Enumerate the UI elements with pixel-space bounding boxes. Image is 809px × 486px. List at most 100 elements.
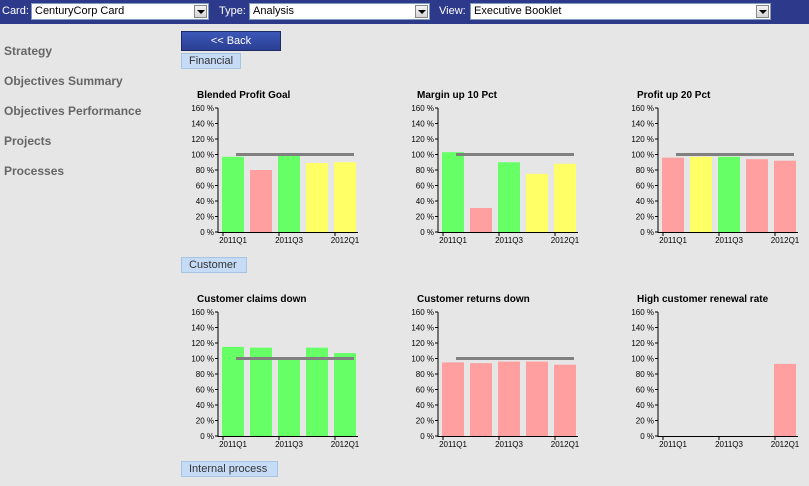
y-tick-label: 140 % bbox=[191, 120, 214, 129]
nav-item-objectives-summary[interactable]: Objectives Summary bbox=[4, 74, 123, 88]
bar bbox=[250, 347, 272, 436]
x-tick-label: 2011Q3 bbox=[495, 236, 523, 245]
y-tick-label: 100 % bbox=[631, 355, 654, 364]
y-tick-label: 0 % bbox=[640, 432, 654, 441]
bar bbox=[774, 160, 796, 232]
x-tick-label: 2011Q3 bbox=[715, 440, 743, 449]
nav-item-processes[interactable]: Processes bbox=[4, 164, 65, 178]
card-select-value: CenturyCorp Card bbox=[35, 5, 125, 17]
y-tick-label: 120 % bbox=[191, 339, 214, 348]
y-tick-label: 160 % bbox=[411, 104, 434, 113]
nav-item-objectives-performance[interactable]: Objectives Performance bbox=[4, 104, 142, 118]
nav-item-strategy[interactable]: Strategy bbox=[4, 44, 53, 58]
y-tick-label: 80 % bbox=[416, 166, 434, 175]
bar bbox=[306, 163, 328, 232]
y-tick-label: 60 % bbox=[416, 182, 434, 191]
y-tick-label: 80 % bbox=[196, 370, 214, 379]
bar bbox=[774, 363, 796, 436]
section-internal-process[interactable]: Internal process bbox=[181, 461, 278, 477]
y-tick-label: 60 % bbox=[196, 182, 214, 191]
y-tick-label: 120 % bbox=[191, 135, 214, 144]
y-tick-label: 60 % bbox=[636, 386, 654, 395]
x-tick-label: 2011Q1 bbox=[439, 440, 467, 449]
y-tick-label: 100 % bbox=[191, 151, 214, 160]
y-tick-label: 140 % bbox=[191, 324, 214, 333]
bar bbox=[306, 347, 328, 436]
y-tick-label: 20 % bbox=[636, 213, 654, 222]
x-tick-label: 2011Q1 bbox=[659, 440, 687, 449]
y-tick-label: 0 % bbox=[420, 228, 434, 237]
y-tick-label: 100 % bbox=[411, 355, 434, 364]
x-tick-label: 2011Q3 bbox=[495, 440, 523, 449]
y-tick-label: 80 % bbox=[636, 370, 654, 379]
y-tick-label: 80 % bbox=[196, 166, 214, 175]
x-tick-label: 2012Q1 bbox=[771, 236, 800, 245]
x-tick-label: 2012Q1 bbox=[331, 236, 360, 245]
type-label: Type: bbox=[219, 5, 246, 17]
bar bbox=[554, 364, 576, 436]
bar bbox=[278, 358, 300, 436]
bar bbox=[470, 207, 492, 232]
bar-chart: 0 % 20 % 40 % 60 % 80 % 100 % 120 % 140 % 160 % 2… bbox=[631, 308, 799, 449]
chevron-down-icon[interactable] bbox=[415, 5, 428, 18]
y-tick-label: 120 % bbox=[631, 135, 654, 144]
type-select[interactable]: Analysis bbox=[249, 3, 430, 20]
view-select-value: Executive Booklet bbox=[474, 5, 562, 17]
chart-title: High customer renewal rate bbox=[637, 294, 769, 305]
y-tick-label: 40 % bbox=[416, 401, 434, 410]
bar bbox=[470, 363, 492, 436]
y-tick-label: 40 % bbox=[416, 197, 434, 206]
bar-chart: 0 % 20 % 40 % 60 % 80 % 100 % 120 % 140 % 160 % 2… bbox=[191, 104, 360, 245]
section-financial[interactable]: Financial bbox=[181, 53, 241, 69]
card-label: Card: bbox=[2, 5, 29, 17]
y-tick-label: 160 % bbox=[191, 308, 214, 317]
y-tick-label: 140 % bbox=[631, 324, 654, 333]
chart-title: Customer claims down bbox=[197, 294, 307, 305]
bar bbox=[278, 156, 300, 232]
bar bbox=[498, 361, 520, 436]
card-select[interactable]: CenturyCorp Card bbox=[31, 3, 209, 20]
bar bbox=[526, 361, 548, 436]
y-tick-label: 120 % bbox=[411, 135, 434, 144]
y-tick-label: 20 % bbox=[416, 417, 434, 426]
y-tick-label: 0 % bbox=[640, 228, 654, 237]
y-tick-label: 100 % bbox=[191, 355, 214, 364]
top-toolbar: Card: CenturyCorp Card Type: Analysis Vi… bbox=[0, 0, 809, 24]
y-tick-label: 100 % bbox=[631, 151, 654, 160]
bar bbox=[334, 162, 356, 232]
chart-title: Customer returns down bbox=[417, 294, 530, 305]
y-tick-label: 160 % bbox=[191, 104, 214, 113]
y-tick-label: 20 % bbox=[196, 417, 214, 426]
nav-item-projects[interactable]: Projects bbox=[4, 134, 52, 148]
y-tick-label: 40 % bbox=[636, 401, 654, 410]
chart-title: Margin up 10 Pct bbox=[417, 90, 498, 101]
y-tick-label: 120 % bbox=[411, 339, 434, 348]
x-tick-label: 2011Q1 bbox=[219, 236, 247, 245]
y-tick-label: 60 % bbox=[416, 386, 434, 395]
y-tick-label: 80 % bbox=[636, 166, 654, 175]
x-tick-label: 2011Q1 bbox=[659, 236, 687, 245]
y-tick-label: 160 % bbox=[411, 308, 434, 317]
x-tick-label: 2011Q1 bbox=[219, 440, 247, 449]
x-tick-label: 2012Q1 bbox=[551, 440, 580, 449]
bar-chart: 0 % 20 % 40 % 60 % 80 % 100 % 120 % 140 % 160 % 2… bbox=[411, 308, 580, 449]
view-select[interactable]: Executive Booklet bbox=[470, 3, 771, 20]
x-tick-label: 2011Q1 bbox=[439, 236, 467, 245]
y-tick-label: 40 % bbox=[196, 197, 214, 206]
y-tick-label: 0 % bbox=[200, 432, 214, 441]
y-tick-label: 140 % bbox=[411, 324, 434, 333]
bar bbox=[442, 152, 464, 232]
chevron-down-icon[interactable] bbox=[756, 5, 769, 18]
y-tick-label: 120 % bbox=[631, 339, 654, 348]
chart-title: Blended Profit Goal bbox=[197, 90, 291, 101]
type-select-value: Analysis bbox=[253, 5, 294, 17]
y-tick-label: 0 % bbox=[200, 228, 214, 237]
x-tick-label: 2012Q1 bbox=[331, 440, 360, 449]
y-tick-label: 60 % bbox=[636, 182, 654, 191]
bar-chart: 0 % 20 % 40 % 60 % 80 % 100 % 120 % 140 % 160 % 2… bbox=[191, 308, 360, 449]
back-button[interactable]: << Back bbox=[181, 31, 281, 51]
chevron-down-icon[interactable] bbox=[194, 5, 207, 18]
bar bbox=[718, 156, 740, 232]
section-customer[interactable]: Customer bbox=[181, 257, 247, 273]
x-tick-label: 2011Q3 bbox=[715, 236, 743, 245]
